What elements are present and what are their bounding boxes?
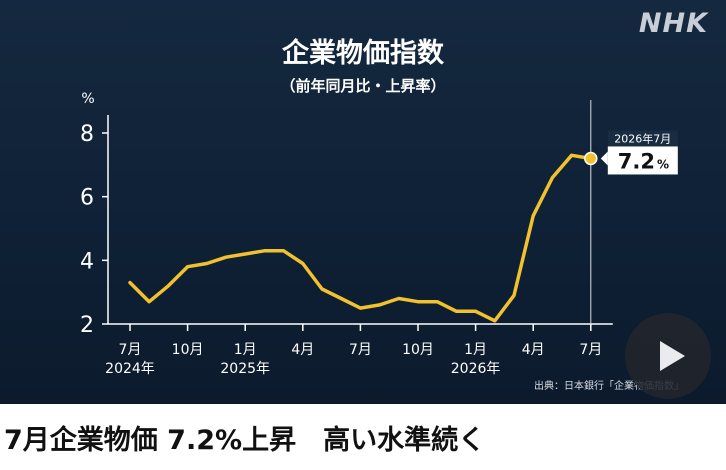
nhk-logo: NHK (638, 8, 708, 39)
callout-value: 7.2% (618, 149, 669, 173)
chart-title: 企業物価指数 (282, 38, 444, 69)
x-year-label: 2026年 (451, 361, 501, 377)
headline: 7月企業物価 7.2%上昇 高い水準続く (4, 425, 486, 456)
callout-box (607, 146, 678, 175)
value-callout: 2026年7月 7.2% (600, 130, 678, 175)
callout-date: 2026年7月 (614, 131, 671, 145)
x-tick-label: 4月 (522, 342, 545, 358)
y-axis: 2 4 6 8% (80, 91, 109, 338)
callout-value-number: 7.2 (618, 149, 655, 173)
y-tick-label: 2 (80, 313, 94, 338)
x-tick-label: 10月 (402, 342, 434, 358)
x-tick-label: 4月 (291, 342, 314, 358)
x-tick-label: 7月 (579, 342, 602, 358)
y-tick-label: 4 (80, 249, 94, 274)
x-axis: 7月 2024年 10月 1月 2025年 4月 7月 10月 1月 2026年 4月 7月 (105, 323, 613, 377)
x-year-label: 2024年 (105, 361, 155, 377)
callout-pointer (600, 151, 608, 166)
x-tick-label: 1月 (234, 342, 257, 358)
source-note: 出典：日本銀行「企業物価指数」 (534, 381, 684, 392)
series-layer (128, 100, 598, 324)
y-tick-label: 6 (80, 186, 94, 211)
series-line (128, 153, 593, 323)
y-axis-label: % (81, 91, 94, 107)
play-icon (660, 341, 685, 371)
x-year-label: 2025年 (220, 361, 270, 377)
x-tick-label: 1月 (464, 342, 487, 358)
x-tick-label: 7月 (349, 342, 372, 358)
play-button[interactable] (625, 313, 711, 399)
callout-date-bg (607, 130, 678, 147)
latest-point-marker (584, 151, 598, 166)
callout-value-unit: % (657, 157, 669, 171)
y-tick-label: 8 (80, 122, 94, 147)
x-tick-label: 10月 (172, 342, 204, 358)
x-tick-label: 7月 (119, 342, 142, 358)
chart-subtitle: （前年同月比・上昇率） (280, 77, 446, 95)
chart-panel: NHK 企業物価指数 （前年同月比・上昇率） 2 4 6 8% 7月 2024年 10月 1… (0, 0, 726, 404)
